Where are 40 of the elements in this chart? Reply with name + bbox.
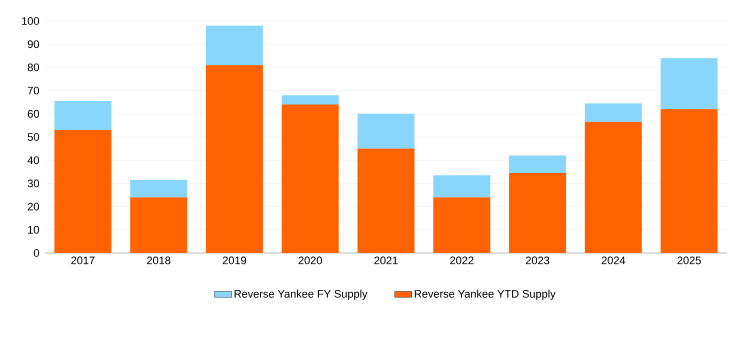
bar: [509, 156, 566, 173]
x-tick-label: 2017: [71, 256, 95, 264]
y-tick-label: 50: [28, 133, 40, 141]
x-tick-label: 2024: [602, 256, 626, 264]
y-tick-label: 100: [22, 17, 40, 25]
bar: [206, 65, 263, 253]
y-tick-label: 20: [28, 202, 40, 210]
y-tick-label: 80: [28, 64, 40, 72]
bar: [282, 104, 339, 253]
bar: [54, 130, 112, 253]
x-tick-label: 2022: [450, 256, 474, 264]
y-tick-label: 60: [28, 110, 40, 118]
y-tick-label: 0: [34, 249, 40, 257]
bar: [660, 109, 718, 253]
bar: [54, 101, 112, 130]
y-tick-label: 10: [28, 226, 40, 234]
bar: [282, 95, 339, 105]
y-tick-label: 70: [28, 86, 40, 94]
y-tick-label: 90: [28, 40, 40, 48]
bar: [206, 26, 263, 66]
bar: [584, 103, 642, 122]
bar: [130, 180, 188, 198]
x-tick-label: 2018: [147, 256, 170, 264]
bar: [357, 148, 414, 253]
bar: [584, 122, 642, 253]
x-tick-label: 2020: [298, 256, 322, 264]
bar: [433, 197, 490, 253]
x-tick-label: 2021: [374, 256, 398, 264]
y-tick-label: 40: [28, 156, 40, 164]
x-tick-label: 2023: [526, 256, 550, 264]
y-tick-label: 30: [28, 180, 40, 188]
bar: [357, 114, 414, 149]
bar: [130, 197, 188, 253]
bar: [660, 58, 718, 110]
x-tick-label: 2025: [677, 256, 701, 264]
bar: [433, 175, 490, 198]
bar: [509, 172, 566, 253]
x-tick-label: 2019: [222, 256, 246, 264]
legend-label: Reverse Yankee FY Supply: [234, 290, 368, 300]
legend-label: Reverse Yankee YTD Supply: [414, 290, 556, 300]
